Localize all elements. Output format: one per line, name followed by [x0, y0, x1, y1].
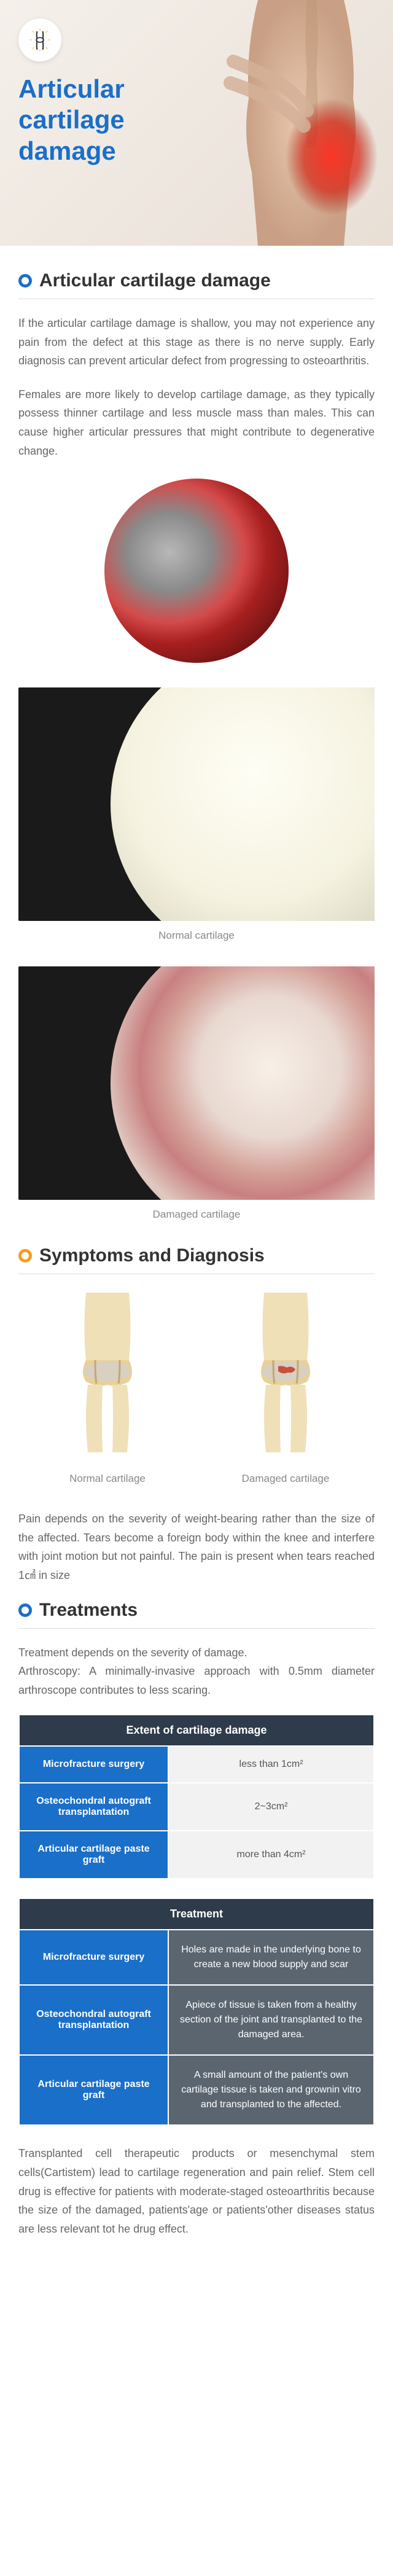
intro-para-2: Females are more likely to develop carti…: [18, 385, 375, 460]
hero-icon-circle: [18, 18, 61, 61]
cell-label: Articular cartilage paste graft: [20, 2056, 168, 2124]
section-header-intro: Articular cartilage damage: [18, 270, 375, 291]
section-header-symptoms: Symptoms and Diagnosis: [18, 1245, 375, 1266]
main-content: Articular cartilage damage If the articu…: [0, 246, 393, 2277]
anatomy-normal-caption: Normal cartilage: [52, 1473, 163, 1485]
table-row: Articular cartilage paste graft more tha…: [20, 1831, 373, 1878]
treatments-outro: Transplanted cell therapeutic products o…: [18, 2144, 375, 2238]
anatomy-normal: Normal cartilage: [52, 1293, 163, 1485]
section-title: Treatments: [39, 1600, 138, 1621]
intro-para-1: If the articular cartilage damage is sha…: [18, 314, 375, 370]
knee-pain-circle-image: [104, 479, 289, 663]
extent-table: Extent of cartilage damage Microfracture…: [18, 1714, 375, 1879]
intro-knee-image: [18, 479, 375, 663]
cell-value: less than 1cm²: [169, 1747, 373, 1782]
anatomy-damaged: Damaged cartilage: [230, 1293, 341, 1485]
divider: [18, 1628, 375, 1629]
table-row: Osteochondral autograft transplantation …: [20, 1986, 373, 2054]
table-header: Extent of cartilage damage: [20, 1715, 373, 1745]
symptoms-para: Pain depends on the severity of weight-b…: [18, 1509, 375, 1584]
cell-value: 2~3cm²: [169, 1783, 373, 1830]
table-header: Treatment: [20, 1899, 373, 1929]
arthroscope-normal-image: [18, 687, 375, 921]
knee-anatomy-normal-image: [52, 1293, 163, 1452]
table-row: Osteochondral autograft transplantation …: [20, 1783, 373, 1830]
section-header-treatments: Treatments: [18, 1600, 375, 1621]
cell-value: more than 4cm²: [169, 1831, 373, 1878]
cell-value: Holes are made in the underlying bone to…: [169, 1930, 373, 1984]
table-row: Microfracture surgery less than 1cm²: [20, 1747, 373, 1782]
hero-banner: Articular cartilage damage: [0, 0, 393, 246]
bullet-icon: [18, 1249, 32, 1263]
cell-label: Microfracture surgery: [20, 1747, 168, 1782]
treatments-intro: Treatment depends on the severity of dam…: [18, 1643, 375, 1700]
cell-value: A small amount of the patient's own cart…: [169, 2056, 373, 2124]
anatomy-damaged-caption: Damaged cartilage: [230, 1473, 341, 1485]
cell-value: Apiece of tissue is taken from a healthy…: [169, 1986, 373, 2054]
bullet-icon: [18, 274, 32, 288]
table-row: Microfracture surgery Holes are made in …: [20, 1930, 373, 1984]
hero-knee-photo: [184, 0, 393, 246]
treatment-table: Treatment Microfracture surgery Holes ar…: [18, 1898, 375, 2126]
cell-label: Osteochondral autograft transplantation: [20, 1783, 168, 1830]
normal-caption: Normal cartilage: [158, 930, 235, 942]
cell-label: Articular cartilage paste graft: [20, 1831, 168, 1878]
knee-joint-icon: [28, 28, 52, 52]
damaged-caption: Damaged cartilage: [153, 1208, 241, 1221]
cell-label: Microfracture surgery: [20, 1930, 168, 1984]
arthroscope-damaged-image: [18, 966, 375, 1200]
normal-scope-block: Normal cartilage: [18, 687, 375, 942]
damaged-scope-block: Damaged cartilage: [18, 966, 375, 1221]
bullet-icon: [18, 1603, 32, 1617]
section-title: Articular cartilage damage: [39, 270, 271, 291]
hero-title-line2: cartilage damage: [18, 105, 125, 165]
section-title: Symptoms and Diagnosis: [39, 1245, 265, 1266]
table-row: Articular cartilage paste graft A small …: [20, 2056, 373, 2124]
hero-title-line1: Articular: [18, 74, 125, 103]
cell-label: Osteochondral autograft transplantation: [20, 1986, 168, 2054]
anatomy-comparison: Normal cartilage Damaged cartilage: [18, 1293, 375, 1485]
knee-anatomy-damaged-image: [230, 1293, 341, 1452]
